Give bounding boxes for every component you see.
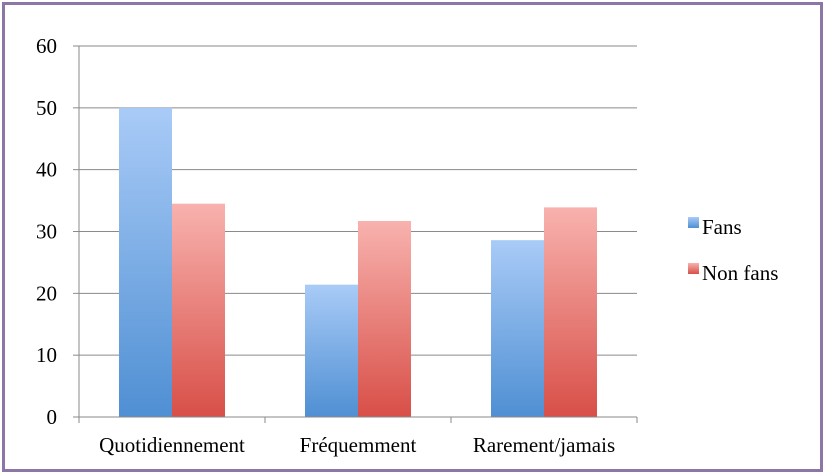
y-tick-label: 0 — [47, 405, 58, 429]
bar-fans — [491, 240, 544, 417]
legend-swatch-non-fans — [688, 263, 699, 274]
y-tick-label: 10 — [36, 343, 57, 367]
bar-non-fans — [544, 207, 597, 417]
y-tick-labels: 0 10 20 30 40 50 60 — [36, 34, 57, 429]
bar-non-fans — [358, 220, 411, 417]
legend: Fans Non fans — [688, 215, 778, 285]
legend-label: Fans — [702, 215, 742, 239]
y-tick-label: 40 — [36, 158, 57, 182]
y-tick-label: 30 — [36, 220, 57, 244]
x-tick-label: Fréquemment — [300, 433, 417, 457]
bar-fans — [305, 284, 358, 417]
bar-non-fans — [172, 203, 225, 417]
bars — [119, 107, 597, 417]
bar-fans — [119, 107, 172, 417]
y-tick-label: 20 — [36, 281, 57, 305]
y-tick-label: 50 — [36, 96, 57, 120]
x-tick-label: Quotidiennement — [99, 433, 245, 457]
legend-swatch-fans — [688, 217, 699, 228]
axes — [73, 45, 638, 423]
y-tick-label: 60 — [36, 34, 57, 58]
x-tick-labels: Quotidiennement Fréquemment Rarement/jamai… — [99, 433, 615, 457]
legend-label: Non fans — [702, 261, 778, 285]
x-tick-label: Rarement/jamais — [473, 433, 615, 457]
